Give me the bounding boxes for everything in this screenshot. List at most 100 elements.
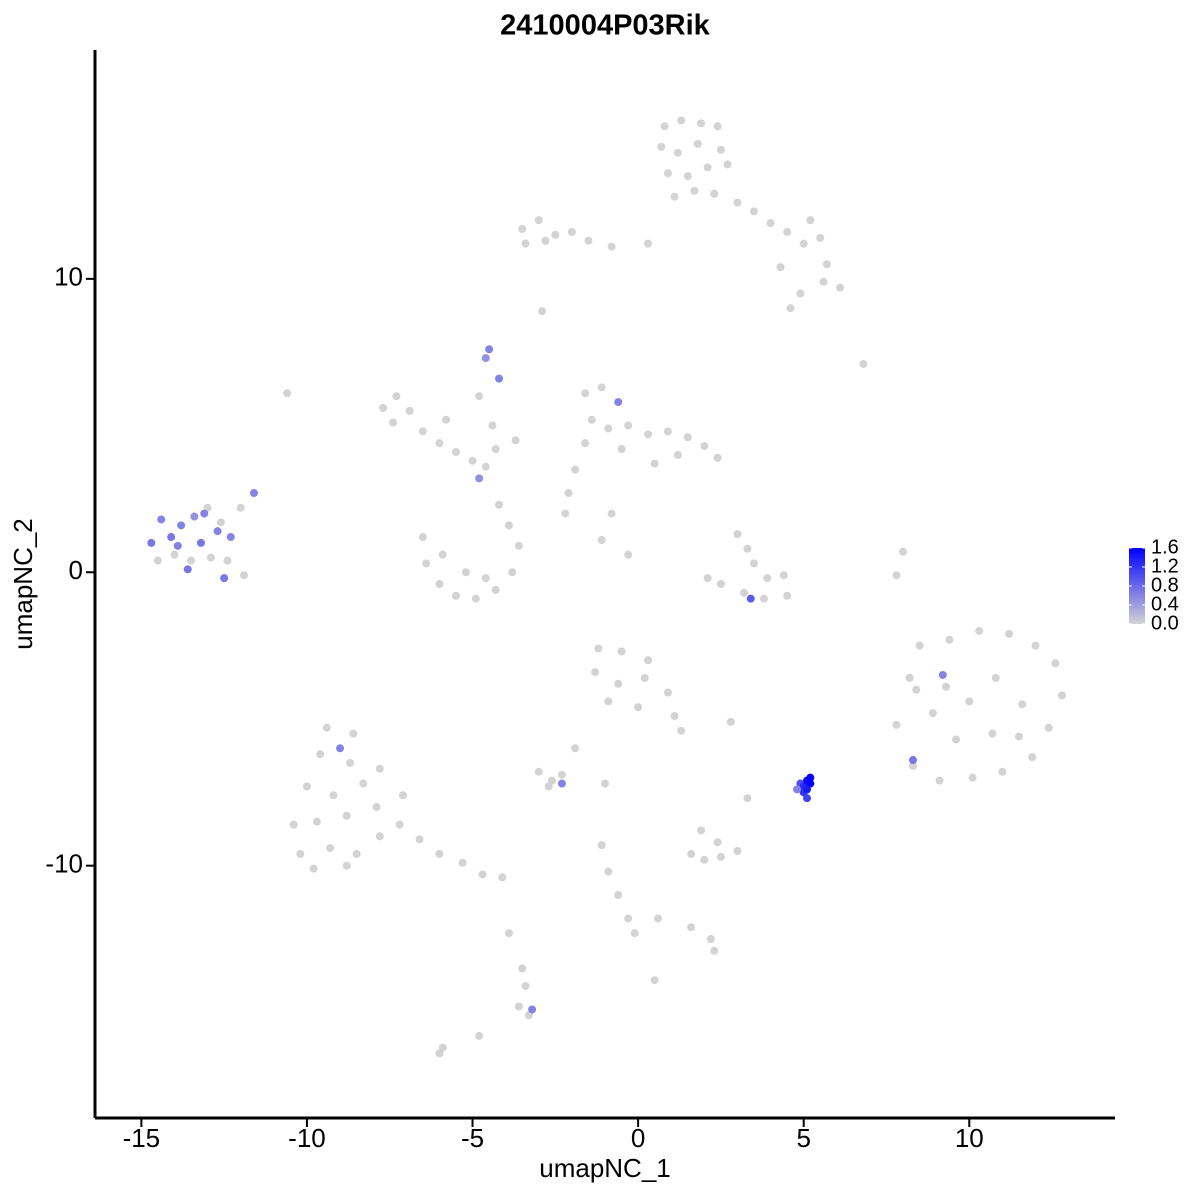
point — [740, 588, 749, 597]
point — [614, 679, 623, 688]
point — [710, 946, 719, 955]
point — [342, 811, 351, 820]
point — [723, 160, 732, 169]
point — [223, 556, 232, 565]
point — [836, 283, 845, 292]
point — [173, 541, 182, 550]
point — [557, 779, 566, 788]
point — [485, 345, 494, 354]
point — [564, 489, 573, 498]
point — [677, 726, 686, 735]
point — [438, 550, 447, 559]
point — [644, 656, 653, 665]
point — [206, 553, 215, 562]
point — [495, 374, 504, 383]
point — [538, 307, 547, 316]
point — [690, 186, 699, 195]
point — [329, 791, 338, 800]
x-tick-label: 10 — [955, 1123, 984, 1153]
point — [614, 891, 623, 900]
y-tick-label: -10 — [45, 849, 83, 879]
point — [213, 527, 222, 536]
point — [660, 122, 669, 131]
point — [604, 697, 613, 706]
point — [461, 568, 470, 577]
point — [1058, 691, 1067, 700]
point — [481, 574, 490, 583]
x-tick-label: 0 — [631, 1123, 645, 1153]
point — [713, 122, 722, 131]
point — [822, 260, 831, 269]
point — [518, 964, 527, 973]
point — [766, 219, 775, 228]
point — [935, 776, 944, 785]
point — [673, 148, 682, 157]
x-tick-label: 5 — [796, 1123, 810, 1153]
point — [491, 445, 500, 454]
point — [375, 764, 384, 773]
point — [309, 864, 318, 873]
point — [687, 923, 696, 932]
point — [644, 239, 653, 248]
point — [342, 861, 351, 870]
y-axis-label: umapNC_2 — [8, 518, 38, 650]
point — [928, 709, 937, 718]
point — [352, 849, 361, 858]
point — [495, 500, 504, 509]
point — [673, 450, 682, 459]
point — [733, 530, 742, 539]
point — [196, 538, 205, 547]
point — [670, 192, 679, 201]
point — [912, 685, 921, 694]
point — [524, 1011, 533, 1020]
point — [346, 758, 354, 767]
point — [677, 116, 686, 125]
point — [422, 559, 431, 568]
point — [435, 580, 444, 588]
point — [683, 172, 692, 181]
point — [670, 712, 679, 721]
point — [571, 744, 580, 753]
point — [521, 239, 530, 248]
point — [557, 770, 566, 779]
point — [504, 929, 513, 938]
point — [653, 914, 662, 923]
point — [183, 565, 192, 574]
point — [713, 453, 722, 462]
point — [640, 673, 649, 682]
point — [706, 935, 715, 944]
point — [617, 445, 626, 454]
point — [468, 456, 477, 465]
point — [663, 169, 672, 178]
point — [220, 574, 229, 583]
point — [1044, 723, 1053, 732]
point — [683, 433, 692, 442]
point — [607, 509, 616, 518]
point — [481, 354, 490, 363]
point — [438, 1043, 447, 1052]
x-tick-label: -15 — [123, 1123, 161, 1153]
point — [548, 776, 557, 785]
point — [153, 556, 162, 565]
point — [398, 791, 407, 800]
point — [392, 392, 401, 401]
point — [581, 389, 590, 398]
point — [663, 427, 672, 436]
point — [187, 556, 196, 565]
point — [571, 465, 580, 474]
point — [644, 430, 653, 439]
point — [938, 670, 947, 679]
point — [750, 207, 759, 216]
point — [786, 304, 795, 313]
point — [498, 873, 507, 882]
point — [551, 230, 560, 239]
point — [405, 406, 414, 415]
point — [816, 233, 825, 242]
point — [604, 867, 613, 876]
point — [322, 723, 331, 732]
point — [316, 750, 325, 759]
point — [796, 289, 805, 298]
point — [614, 398, 623, 407]
point — [617, 647, 626, 656]
